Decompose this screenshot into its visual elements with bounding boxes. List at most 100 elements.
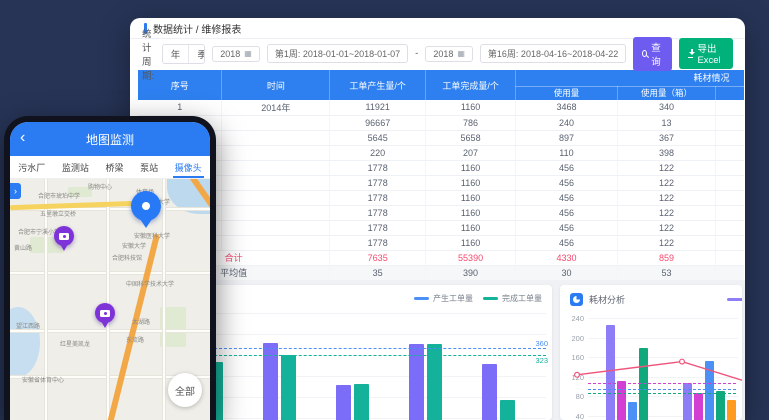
table-cell: 79: [715, 220, 744, 236]
table-cell: 90: [715, 145, 744, 161]
table-cell: 1160: [425, 100, 517, 116]
map-label: 红星美凯龙: [60, 342, 91, 348]
table-cell: 1160: [425, 235, 517, 251]
report-window: 数据统计 / 维修报表 统计周期: 年季月周日 2018▦ 第1周: 2018-…: [130, 18, 745, 420]
table-cell: 79: [715, 190, 744, 206]
sub-column-header: 库存量: [715, 86, 744, 100]
period-segments: 年季月周日: [161, 43, 206, 64]
back-icon[interactable]: ‹: [20, 129, 26, 146]
sub-column-header: 使用量（箱）: [617, 86, 717, 100]
map-label: 黄山路: [14, 246, 33, 252]
gridline: [588, 416, 738, 417]
gridline: [588, 337, 738, 339]
table-cell: 3468: [515, 100, 618, 116]
phone-tab-摄像头[interactable]: 摄像头: [172, 156, 204, 178]
table-row: 296667786240137690: [138, 115, 744, 131]
map-label: 合肥市宁溪小学: [18, 230, 61, 236]
start-year-select[interactable]: 2018 ▦: [212, 45, 260, 62]
phone-tab-监测站[interactable]: 监测站: [61, 162, 89, 173]
table-header-row: 序号 时间 工单产生量/个 工单完成量/个 耗材情况: [138, 70, 744, 100]
expander-button[interactable]: ›: [10, 183, 21, 199]
consumables-title-row: 耗材分析: [570, 293, 625, 306]
gridline: [214, 418, 546, 419]
table-row: 6177811604561227967: [138, 175, 744, 191]
workorder-chart-plot: 360 323: [208, 285, 552, 420]
trend-line: [574, 358, 742, 381]
lake-area: [10, 307, 40, 377]
gridline: [588, 396, 738, 398]
bar-completed: [281, 355, 296, 420]
search-icon: [642, 50, 648, 57]
legend-swatch: [483, 297, 498, 300]
table-cell: 859: [617, 250, 717, 266]
column-header: 序号: [138, 70, 223, 100]
table-cell: 1160: [425, 220, 517, 236]
bar-series-magenta: [617, 380, 626, 420]
map-road: [106, 179, 110, 420]
table-cell: 1: [138, 100, 223, 116]
table-cell: 240: [515, 115, 618, 131]
y-axis-tick: 40: [575, 412, 584, 420]
table-cell: 122: [617, 190, 717, 206]
bar-generated: [336, 385, 351, 420]
gridline: [214, 397, 546, 398]
table-cell: 1160: [425, 175, 517, 191]
legend-label: 产生工单量: [433, 294, 473, 303]
map-road: [162, 179, 166, 420]
period-option-季[interactable]: 季: [188, 44, 204, 63]
bar-completed: [427, 344, 442, 420]
start-week-select[interactable]: 第1周: 2018-01-01~2018-01-07: [266, 44, 409, 63]
export-excel-button[interactable]: 导出Excel: [678, 38, 733, 69]
park-area: [68, 187, 92, 197]
range-separator: -: [415, 48, 419, 59]
table-cell: [221, 175, 331, 191]
reference-line: [588, 383, 736, 385]
table-cell: 456: [515, 160, 618, 176]
breadcrumb-accent-bar: [144, 22, 147, 34]
table-cell: 456: [515, 190, 618, 206]
gridline: [214, 313, 546, 314]
download-icon: [687, 49, 695, 58]
bar-series-orange: [727, 399, 736, 420]
end-year-select[interactable]: 2018 ▦: [425, 45, 473, 62]
bar-completed: [500, 400, 515, 420]
camera-marker[interactable]: [54, 226, 74, 251]
sub-column-header: 使用量: [515, 86, 618, 100]
map-label: 合肥市琥珀中学: [38, 194, 81, 200]
table-row: 9177811604561227967: [138, 220, 744, 236]
table-cell: 456: [515, 205, 618, 221]
consumables-chart-plot: 2402001601208040: [560, 285, 742, 420]
phone-tab-泵站[interactable]: 泵站: [140, 162, 159, 173]
table-row: 7177811604561227967: [138, 190, 744, 206]
period-option-年[interactable]: 年: [170, 49, 181, 61]
all-filter-button[interactable]: 全部: [168, 373, 202, 407]
bar-series-magenta: [694, 392, 703, 420]
reference-line: [588, 392, 736, 394]
table-cell: 11921: [329, 100, 427, 116]
selected-location-pin[interactable]: [131, 191, 161, 228]
y-axis-tick: 80: [575, 392, 584, 402]
query-button[interactable]: 查询: [633, 36, 672, 71]
table-row: 42202071103989019: [138, 145, 744, 161]
phone-tab-污水厂[interactable]: 污水厂: [18, 162, 46, 173]
legend-item-完成工单量: 完成工单量: [483, 293, 542, 304]
table-cell: 55390: [425, 250, 517, 266]
bar-series-green: [716, 391, 725, 420]
column-header: 工单产生量/个: [329, 70, 427, 100]
map-label: 安徽省体育中心: [22, 378, 65, 384]
table-cell: 53: [617, 265, 717, 281]
map-road: [44, 179, 48, 420]
breadcrumb-bar: 数据统计 / 维修报表: [130, 18, 745, 39]
table-cell: 79: [715, 160, 744, 176]
camera-marker[interactable]: [95, 303, 115, 328]
map-road: [10, 329, 210, 333]
phone-tab-桥梁[interactable]: 桥梁: [105, 162, 124, 173]
table-cell: 1778: [329, 190, 427, 206]
table-cell: 220: [329, 145, 427, 161]
end-week-select[interactable]: 第16周: 2018-04-16~2018-04-22: [479, 44, 627, 63]
table-cell: 1778: [329, 235, 427, 251]
table-cell: [221, 205, 331, 221]
map-view[interactable]: 购物中心体育场安徽农业大学合肥市琥珀中学五里墩立交桥安徽医科大学合肥市宁溪小学安…: [10, 179, 210, 420]
